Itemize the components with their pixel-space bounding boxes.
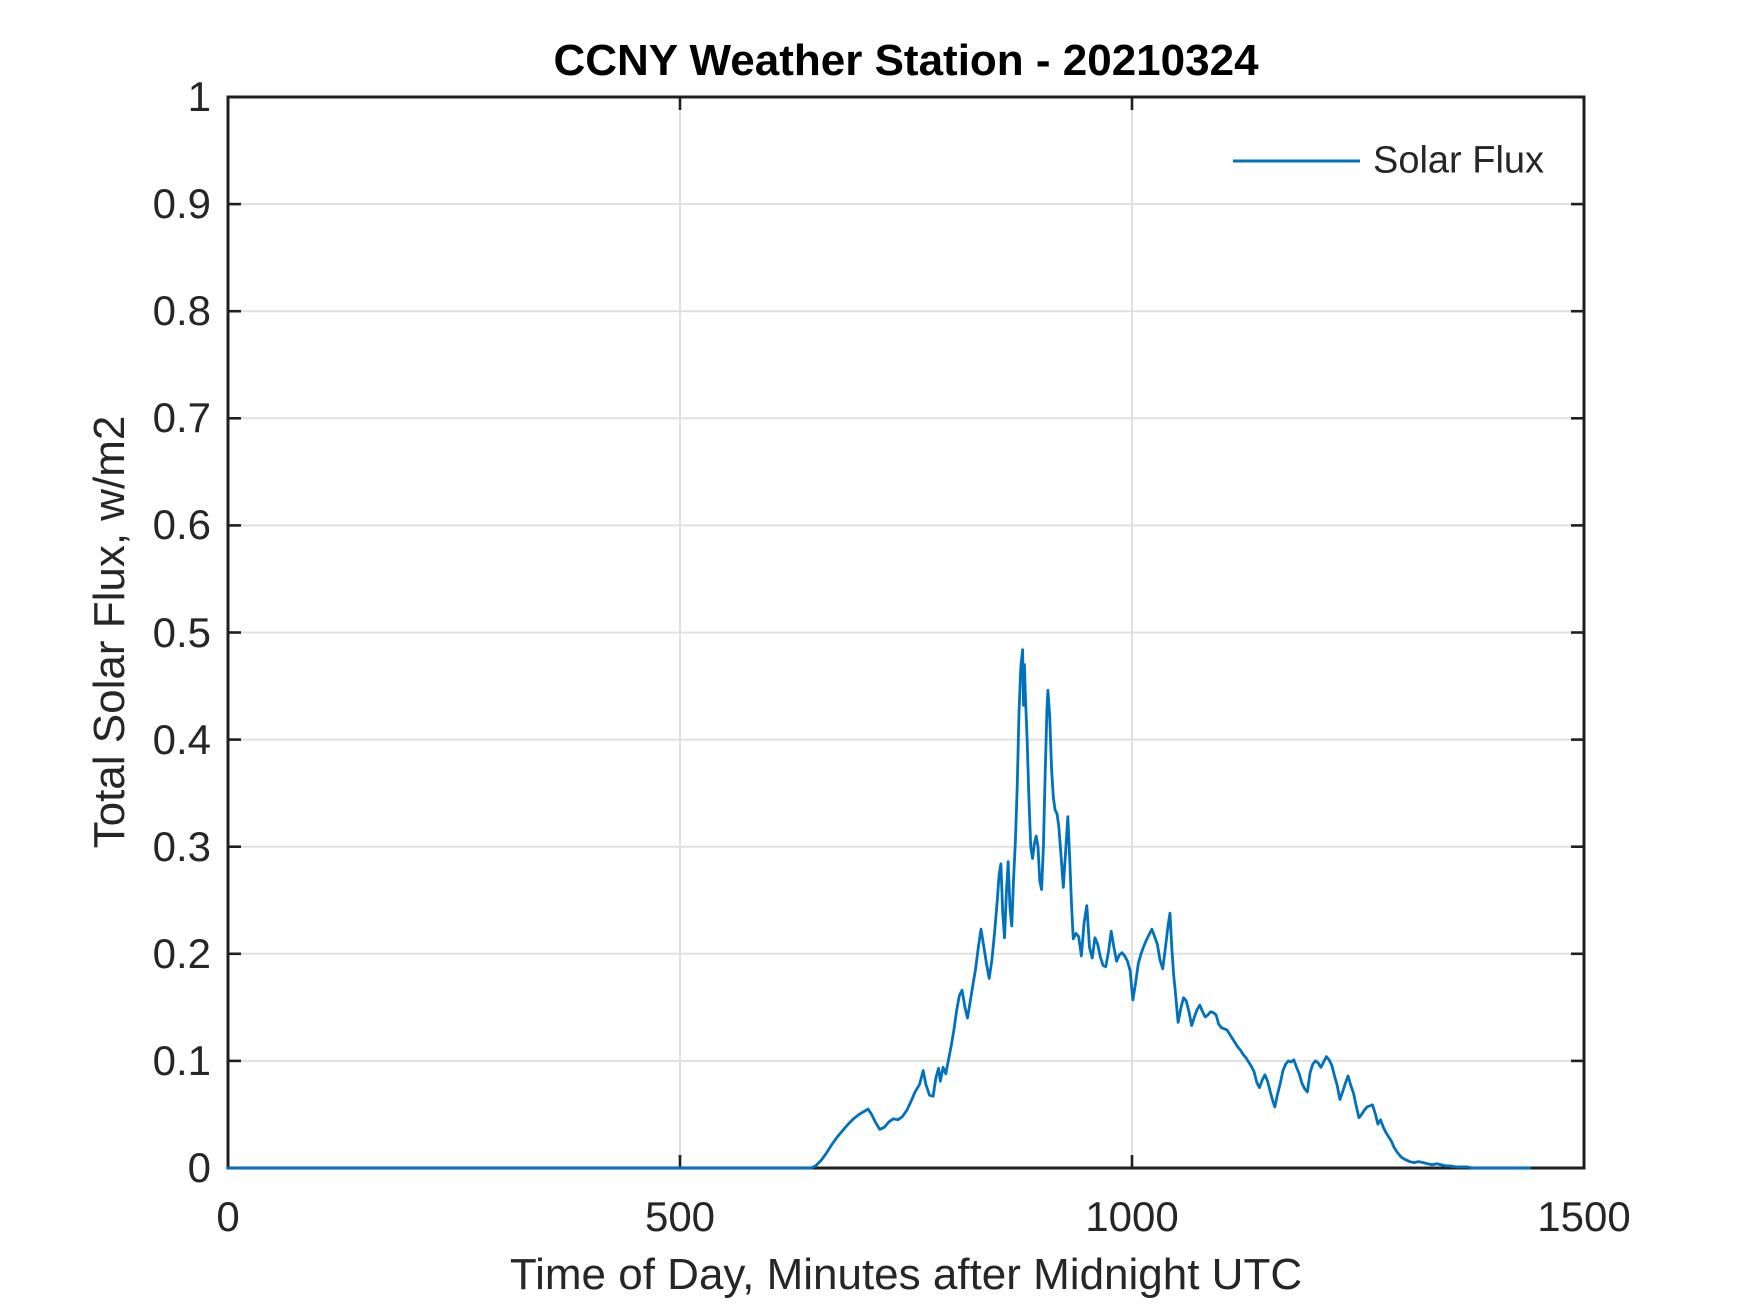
legend-label: Solar Flux (1373, 139, 1545, 182)
x-tick-label: 500 (644, 1193, 716, 1240)
chart-title: CCNY Weather Station - 20210324 (553, 36, 1259, 85)
y-tick-label: 0 (187, 1144, 211, 1191)
solar-flux-line (226, 648, 1532, 1170)
x-axis-label: Time of Day, Minutes after Midnight UTC (509, 1250, 1303, 1299)
y-tick-label: 0.4 (152, 715, 211, 763)
legend: Solar Flux (1233, 140, 1544, 183)
y-tick-label: 1 (187, 73, 211, 120)
x-tick-label: 0 (216, 1193, 240, 1240)
y-tick-label: 0.1 (152, 1036, 211, 1084)
y-tick-label: 0.3 (152, 822, 211, 870)
legend-line-sample (1233, 159, 1360, 163)
x-tick-label: 1000 (1085, 1193, 1179, 1240)
y-tick-label: 0.8 (152, 287, 211, 335)
y-tick-label: 0.6 (152, 501, 211, 549)
y-tick-label: 0.9 (152, 180, 211, 228)
y-tick-label: 0.2 (152, 929, 211, 977)
y-tick-label: 0.5 (152, 608, 211, 656)
y-tick-label: 0.7 (152, 394, 211, 442)
x-tick-label: 1500 (1537, 1193, 1631, 1240)
